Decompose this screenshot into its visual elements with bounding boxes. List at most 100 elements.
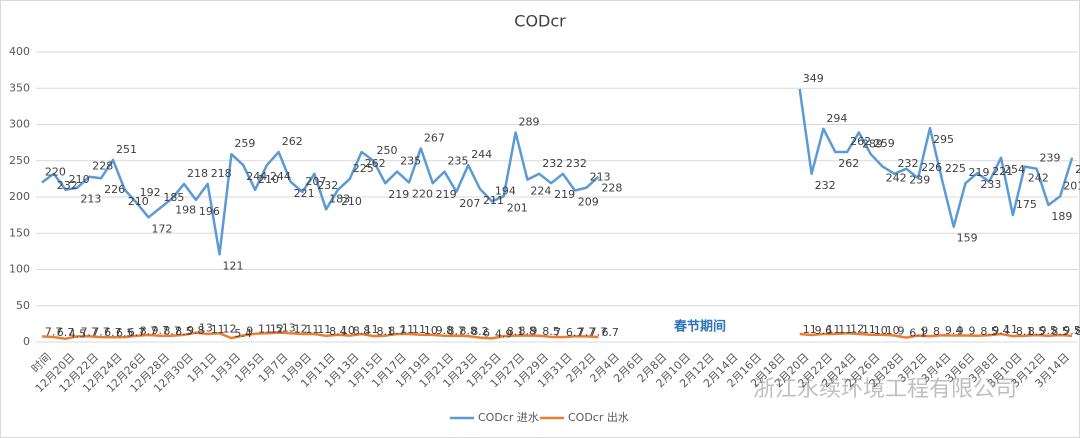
data-label: 8.5	[1028, 325, 1046, 338]
data-label: 9.4	[945, 324, 963, 337]
data-label: 4.5	[69, 328, 87, 341]
data-label: 4.9	[495, 327, 513, 340]
y-tick-label: 0	[23, 335, 30, 348]
data-label: 9	[957, 324, 964, 337]
data-label: 12	[223, 322, 237, 335]
data-label: 221	[992, 165, 1013, 178]
data-label: 192	[140, 186, 161, 199]
data-label: 349	[803, 72, 824, 85]
data-label: 8.8	[353, 325, 371, 338]
data-label: 11	[365, 323, 379, 336]
data-label: 8.8	[459, 325, 477, 338]
data-label: 250	[376, 144, 397, 157]
data-label: 201	[1063, 179, 1080, 192]
data-label: 218	[187, 167, 208, 180]
data-label: 219	[388, 188, 409, 201]
data-label: 6.1	[909, 327, 927, 340]
chart-title: CODcr	[514, 12, 566, 31]
data-label: 6.5	[116, 326, 134, 339]
series-line	[41, 331, 1073, 340]
data-label: 225	[945, 162, 966, 175]
data-label: 9.8	[436, 324, 454, 337]
data-label: 9.5	[1040, 324, 1058, 337]
data-label: 9.7	[151, 324, 169, 337]
data-label: 207	[459, 197, 480, 210]
data-label: 13	[282, 322, 296, 335]
data-label: 232	[317, 179, 338, 192]
data-label: 11	[412, 323, 426, 336]
data-label: 251	[116, 143, 137, 156]
y-tick-label: 300	[9, 118, 30, 131]
data-label: 262	[282, 135, 303, 148]
series-line	[41, 88, 1074, 256]
data-label: 9	[921, 324, 928, 337]
data-label: 8.5	[980, 325, 998, 338]
data-label: 6.7	[57, 326, 75, 339]
data-label: 220	[412, 188, 433, 201]
legend-label: CODcr 进水	[478, 411, 539, 424]
data-label: 244	[246, 170, 267, 183]
y-tick-label: 250	[9, 154, 30, 167]
data-label: 220	[45, 166, 66, 179]
data-label: 172	[151, 222, 172, 235]
data-label: 225	[353, 162, 374, 175]
data-label: 159	[957, 232, 978, 245]
data-label: 254	[1004, 163, 1025, 176]
data-label: 6.7	[601, 326, 619, 339]
data-label: 244	[471, 148, 492, 161]
data-label: 242	[1028, 172, 1049, 185]
data-label: 9	[969, 324, 976, 337]
annotation: 春节期间	[673, 319, 726, 335]
data-label: 7.7	[92, 325, 110, 338]
data-label: 219	[436, 188, 457, 201]
data-label: 232	[897, 157, 918, 170]
data-label: 11	[826, 323, 840, 336]
data-label: 8.2	[471, 325, 489, 338]
data-label: 232	[566, 157, 587, 170]
data-label: 13	[199, 322, 213, 335]
data-label: 267	[424, 131, 445, 144]
data-label: 7.7	[578, 325, 596, 338]
data-label: 11	[317, 323, 331, 336]
data-label: 12	[294, 322, 308, 335]
data-label: 9.8	[187, 324, 205, 337]
data-label: 232	[57, 179, 78, 192]
data-label: 7	[554, 326, 561, 339]
data-label: 11	[838, 323, 852, 336]
data-label: 196	[199, 205, 220, 218]
data-label: 9.6	[815, 324, 833, 337]
data-label: 185	[163, 191, 184, 204]
data-label: 8.7	[448, 325, 466, 338]
data-label: 5.4	[234, 327, 252, 340]
data-label: 6.7	[566, 326, 584, 339]
y-tick-label: 200	[9, 190, 30, 203]
data-label: 218	[211, 167, 232, 180]
data-label: 228	[601, 182, 622, 195]
data-label: 9	[246, 324, 253, 337]
data-label: 6.7	[104, 326, 122, 339]
data-label: 262	[850, 135, 871, 148]
data-label: 9	[530, 324, 537, 337]
data-label: 201	[507, 201, 528, 214]
data-label: 295	[933, 133, 954, 146]
data-label: 11	[305, 323, 319, 336]
y-tick-label: 350	[9, 81, 30, 94]
data-label: 209	[578, 195, 599, 208]
data-label: 7.7	[80, 325, 98, 338]
data-label: 10	[874, 324, 888, 337]
data-label: 210	[69, 173, 90, 186]
watermark: 浙江永续环境工程有限公司	[753, 377, 1017, 402]
data-label: 11.5	[258, 323, 283, 336]
data-label: 210	[341, 195, 362, 208]
data-label: 289	[862, 137, 883, 150]
data-label: 194	[495, 184, 516, 197]
data-label: 232	[542, 157, 563, 170]
data-label: 8.4	[329, 325, 347, 338]
data-label: 10	[424, 324, 438, 337]
data-label: 9.4	[992, 324, 1010, 337]
data-label: 7.7	[45, 325, 63, 338]
data-label: 183	[329, 192, 350, 205]
data-label: 189	[1051, 210, 1072, 223]
data-label: 8.7	[388, 325, 406, 338]
